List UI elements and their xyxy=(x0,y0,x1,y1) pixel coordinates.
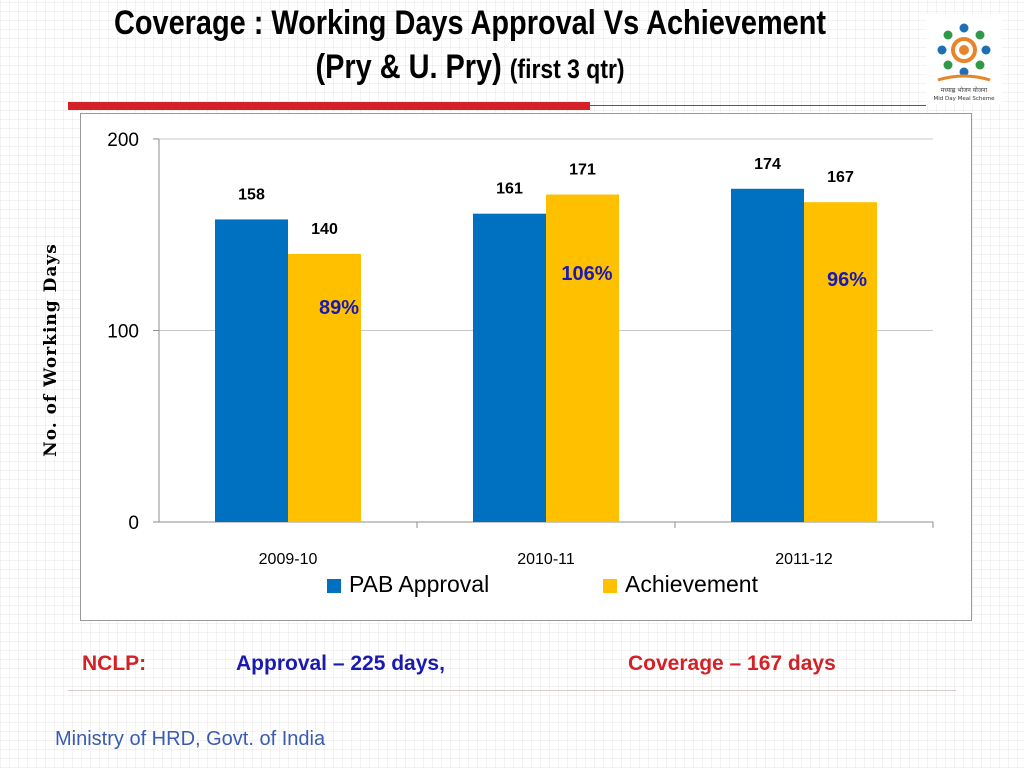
slide-title: Coverage : Working Days Approval Vs Achi… xyxy=(113,4,827,42)
subtitle-main: (Pry & U. Pry) xyxy=(315,48,502,86)
chart-container: 0 100 200 2009-10 158 140 89% 2010-11 161 171 106%… xyxy=(80,113,972,621)
title-accent-bar xyxy=(68,102,590,110)
legend-label-achievement: Achievement xyxy=(625,571,759,597)
y-axis-label: No. of Working Days xyxy=(41,243,61,457)
slide-subtitle: (Pry & U. Pry) (first 3 qtr) xyxy=(105,48,836,87)
logo-emblem-icon xyxy=(937,23,991,82)
x-tick-label-2010-11: 2010-11 xyxy=(517,551,575,568)
data-label-achievement-2011-12: 167 xyxy=(827,169,854,186)
nclp-approval: Approval – 225 days, xyxy=(236,652,445,675)
data-label-achievement-2009-10: 140 xyxy=(311,221,338,238)
percent-label-2009-10: 89% xyxy=(319,297,359,319)
legend-label-pab-approval: PAB Approval xyxy=(349,571,489,597)
bar-pab-approval-2009-10 xyxy=(215,219,288,522)
mid-day-meal-logo: मध्याह्न भोजन योजना Mid Day Meal Scheme xyxy=(926,14,1002,104)
bar-achievement-2009-10 xyxy=(288,253,361,522)
logo-hindi-text: मध्याह्न भोजन योजना xyxy=(941,86,988,94)
y-tick-label-0: 0 xyxy=(128,513,139,534)
bar-chart: 0 100 200 2009-10 158 140 89% 2010-11 161 171 106%… xyxy=(107,130,934,597)
y-tick-label-100: 100 xyxy=(107,322,139,343)
percent-label-2010-11: 106% xyxy=(561,263,612,285)
ministry-footer: Ministry of HRD, Govt. of India xyxy=(55,728,326,750)
percent-label-2011-12: 96% xyxy=(827,269,867,291)
bar-achievement-2010-11 xyxy=(546,194,619,522)
nclp-label: NCLP: xyxy=(82,652,147,675)
title-accent-rule xyxy=(590,105,926,106)
legend-swatch-achievement xyxy=(603,579,617,593)
logo-english-text: Mid Day Meal Scheme xyxy=(933,96,995,102)
data-label-pab-approval-2010-11: 161 xyxy=(496,181,523,198)
data-label-achievement-2010-11: 171 xyxy=(569,162,596,179)
bar-achievement-2011-12 xyxy=(804,202,877,522)
x-tick-label-2009-10: 2009-10 xyxy=(259,551,318,568)
bar-pab-approval-2011-12 xyxy=(731,188,804,522)
subtitle-period: (first 3 qtr) xyxy=(509,54,625,84)
data-label-pab-approval-2009-10: 158 xyxy=(238,186,265,203)
bar-pab-approval-2010-11 xyxy=(473,213,546,522)
footer-divider xyxy=(68,690,956,691)
legend-swatch-pab-approval xyxy=(327,579,341,593)
nclp-coverage: Coverage – 167 days xyxy=(628,652,836,675)
y-tick-label-200: 200 xyxy=(107,130,139,151)
x-tick-label-2011-12: 2011-12 xyxy=(775,551,833,568)
data-label-pab-approval-2011-12: 174 xyxy=(754,156,781,173)
